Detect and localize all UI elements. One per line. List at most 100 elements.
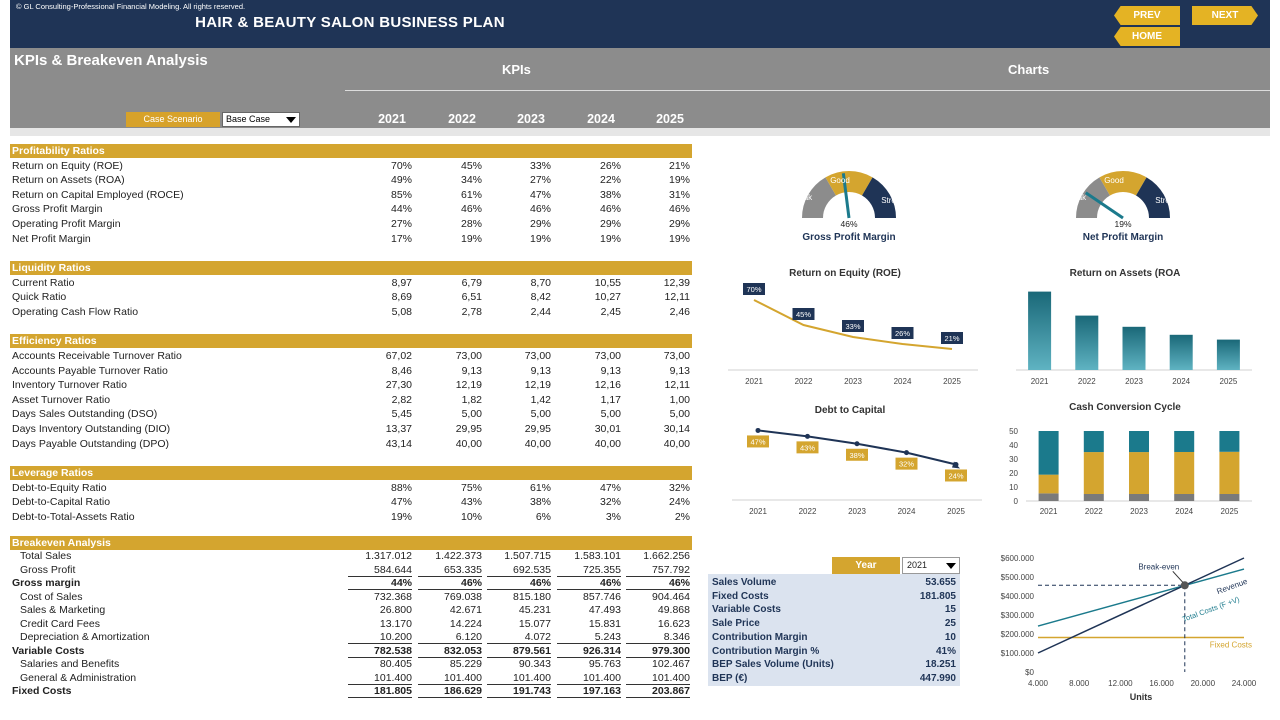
- x-tick-label: 2024: [1175, 507, 1193, 516]
- breakeven-row-value: 979.300: [626, 645, 690, 658]
- next-button[interactable]: NEXT: [1192, 6, 1258, 25]
- y-tick-label: 30: [1009, 455, 1018, 464]
- data-label: 38%: [849, 451, 864, 460]
- kpi-row-value: 29%: [529, 217, 551, 230]
- breakeven-row-value: 102.467: [652, 658, 690, 670]
- x-tick-label: 2023: [848, 507, 866, 516]
- kpi-row-value: 43%: [460, 496, 482, 509]
- kpi-row-value: 67,02: [385, 349, 412, 362]
- y-tick-label: $0: [1025, 668, 1034, 677]
- section-header: Efficiency Ratios: [10, 334, 692, 349]
- ccc-bar-segment: [1083, 494, 1104, 501]
- kpi-row-value: 29%: [599, 217, 621, 230]
- breakeven-row-value: 14.224: [449, 617, 482, 630]
- breakeven-row-value: 879.561: [487, 645, 551, 658]
- roa-bar: [1216, 339, 1240, 370]
- x-tick-label: 2024: [898, 507, 916, 516]
- kpi-row-value: 2,82: [391, 393, 412, 406]
- breakeven-row: Salaries and Benefits 80.405 85.229 90.343 9…: [10, 658, 692, 673]
- year-header: 2023: [517, 112, 545, 126]
- kpi-row-value: 19%: [599, 232, 621, 245]
- gauge-value-label: 19%: [1114, 219, 1131, 229]
- kpi-row-label: Return on Capital Employed (ROCE): [12, 188, 184, 201]
- kpi-row-value: 46%: [460, 203, 482, 216]
- roa-bar: [1028, 291, 1052, 370]
- gauge-strong-label: Strong: [1155, 196, 1179, 205]
- breakeven-row-value: 732.368: [374, 590, 412, 603]
- case-scenario-dropdown[interactable]: Base Case: [222, 112, 300, 127]
- kpi-row-value: 32%: [599, 496, 621, 509]
- breakeven-row-value: 46%: [626, 577, 690, 590]
- breakeven-row-value: 5.243: [557, 631, 621, 644]
- app-title: HAIR & BEAUTY SALON BUSINESS PLAN: [195, 14, 505, 31]
- gauge-good-segment: [1099, 171, 1147, 196]
- breakeven-row-value: 85.229: [449, 658, 482, 670]
- data-label-box: [792, 308, 815, 320]
- kpi-row-label: Net Profit Margin: [12, 232, 91, 245]
- gauge-value-label: 46%: [840, 219, 857, 229]
- breakeven-row-value: 15.831: [588, 617, 621, 630]
- kpi-row-value: 19%: [668, 174, 690, 187]
- kpi-row-value: 27,30: [385, 379, 412, 392]
- bep-row-value: 447.990: [919, 672, 956, 684]
- prev-button[interactable]: PREV: [1114, 6, 1180, 25]
- chevron-down-icon[interactable]: [286, 117, 296, 123]
- breakeven-row-value: 584.644: [348, 564, 412, 577]
- total-costs-line: [1037, 568, 1245, 627]
- kpi-row-value: 40,00: [594, 437, 621, 450]
- breakeven-row-value: 1.422.373: [435, 550, 482, 562]
- x-tick-label: 4.000: [1028, 679, 1049, 688]
- kpi-row: Accounts Receivable Turnover Ratio 67,02 7…: [10, 350, 692, 365]
- y-tick-label: $200.000: [1001, 630, 1035, 639]
- breakeven-row-label: Cost of Sales: [20, 590, 83, 603]
- kpi-row-value: 73,00: [455, 349, 482, 362]
- kpi-row-value: 19%: [390, 510, 412, 523]
- ccc-bar-segment: [1174, 494, 1195, 501]
- home-button[interactable]: HOME: [1114, 27, 1180, 46]
- kpi-row-value: 12,39: [663, 276, 690, 289]
- breakeven-row: Total Sales 1.317.012 1.422.373 1.507.715 1.…: [10, 550, 692, 565]
- bep-row-label: Fixed Costs: [712, 590, 769, 602]
- breakeven-row-value: 191.743: [487, 685, 551, 698]
- section-header: Profitability Ratios: [10, 144, 692, 158]
- debt-to-capital-chart: 47% 2021 43% 2022 38% 2023 32% 2024 24% 2025: [732, 427, 982, 516]
- bep-row-value: 53.655: [925, 577, 956, 588]
- x-tick-label: 2024: [894, 377, 912, 386]
- kpis-section-label: KPIs: [502, 62, 531, 77]
- y-tick-label: 0: [1014, 497, 1019, 506]
- breakeven-row-label: Sales & Marketing: [20, 604, 106, 616]
- case-scenario-value: Base Case: [226, 114, 271, 124]
- kpi-row-value: 61%: [460, 188, 482, 201]
- bep-row-label: BEP (€): [712, 672, 748, 684]
- gauge-strong-label: Strong: [881, 196, 905, 205]
- kpi-row-value: 2,45: [600, 305, 621, 318]
- kpi-row-label: Gross Profit Margin: [12, 203, 103, 216]
- section-header: Liquidity Ratios: [10, 261, 692, 276]
- kpi-row-value: 22%: [599, 174, 621, 187]
- separator-band: [10, 128, 1270, 136]
- section-header: Leverage Ratios: [10, 466, 692, 481]
- kpi-row-value: 2%: [674, 510, 690, 523]
- kpi-row-value: 6,79: [461, 276, 482, 289]
- kpi-row-value: 1,82: [461, 393, 482, 406]
- chevron-down-icon[interactable]: [946, 563, 956, 569]
- year-dropdown[interactable]: 2021: [902, 557, 960, 574]
- breakeven-row-value: 101.400: [557, 672, 621, 685]
- breakeven-row-value: 725.355: [557, 564, 621, 577]
- breakeven-row-value: 4.072: [487, 631, 551, 644]
- kpi-row-value: 38%: [599, 188, 621, 201]
- data-label-box: [747, 435, 769, 448]
- x-tick-label: 24.000: [1232, 679, 1257, 688]
- y-tick-label: 10: [1009, 483, 1018, 492]
- breakeven-row-value: 10.200: [348, 631, 412, 644]
- kpi-row-value: 2,44: [530, 305, 551, 318]
- kpi-row-value: 34%: [460, 174, 482, 187]
- gauge-weak-label: Weak: [1066, 193, 1087, 202]
- kpi-row-value: 5,00: [461, 408, 482, 421]
- bep-row-value: 25: [944, 618, 956, 630]
- kpi-row-value: 73,00: [594, 349, 621, 362]
- kpi-row-value: 85%: [390, 188, 412, 201]
- bep-row-label: Variable Costs: [712, 604, 781, 616]
- breakeven-row-value: 44%: [348, 577, 412, 590]
- data-label-box: [945, 469, 967, 482]
